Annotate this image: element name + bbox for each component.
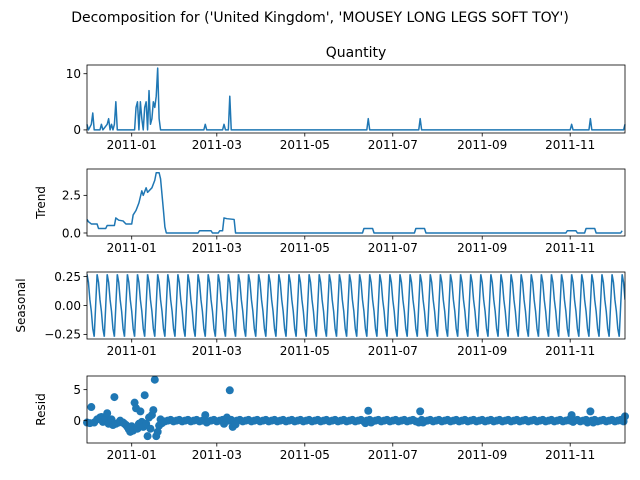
resid-point — [146, 424, 155, 433]
panel-frame-quantity — [86, 64, 626, 134]
y-tick-label: 0 — [73, 414, 81, 428]
x-tick-label: 2011-01 — [107, 344, 157, 358]
x-tick-label: 2011-11 — [545, 138, 595, 152]
panel-quantity: 2011-01 2011-03 2011-05 2011-07 2011-09 2011-… — [66, 45, 626, 152]
resid-point — [158, 419, 166, 428]
y-axis-label-seasonal: Seasonal — [14, 278, 28, 332]
x-tick-label: 2011-03 — [192, 344, 242, 358]
y-tick-label: 0 — [73, 123, 81, 137]
x-tick-label: 2011-03 — [192, 138, 242, 152]
resid-point — [225, 386, 234, 395]
resid-point — [361, 419, 370, 428]
resid-point — [87, 403, 96, 412]
resid-point — [103, 409, 112, 418]
resid-point — [589, 418, 598, 427]
y-tick-label: 0.25 — [54, 270, 81, 284]
resid-point — [150, 375, 159, 384]
seasonal-series-line — [87, 274, 625, 337]
resid-point — [110, 393, 119, 402]
x-tick-label: 2011-07 — [368, 344, 418, 358]
resid-point — [136, 407, 145, 416]
x-tick-label: 2011-11 — [545, 344, 595, 358]
resid-point — [140, 391, 149, 400]
x-tick-label: 2011-09 — [457, 344, 507, 358]
x-tick-label: 2011-03 — [192, 448, 242, 462]
x-tick-label: 2011-01 — [107, 448, 157, 462]
x-tick-label: 2011-05 — [280, 448, 330, 462]
resid-point — [364, 406, 373, 415]
x-tick-label: 2011-01 — [107, 241, 157, 255]
y-tick-label: 0.0 — [62, 226, 81, 240]
x-tick-label: 2011-05 — [280, 138, 330, 152]
x-tick-label: 2011-11 — [545, 241, 595, 255]
x-tick-label: 2011-07 — [368, 448, 418, 462]
resid-point — [153, 427, 162, 436]
x-tick-label: 2011-03 — [192, 241, 242, 255]
trend-series-line — [86, 172, 623, 234]
resid-point — [416, 407, 425, 416]
panel-resid: 2011-01 2011-03 2011-05 2011-07 2011-09 2011-… — [34, 375, 629, 462]
y-tick-label: 10 — [66, 67, 81, 81]
y-tick-label: 2.5 — [62, 189, 81, 203]
resid-point — [586, 407, 595, 416]
x-tick-label: 2011-11 — [545, 448, 595, 462]
panel-frame-trend — [86, 168, 626, 237]
resid-point — [419, 418, 428, 427]
panel-title-quantity: Quantity — [326, 45, 387, 61]
resid-point — [201, 411, 210, 420]
y-tick-label: 0.00 — [54, 299, 81, 313]
y-axis-label-trend: Trend — [34, 186, 48, 220]
resid-point — [222, 413, 231, 422]
resid-point — [231, 420, 240, 429]
resid-point — [367, 418, 376, 427]
x-tick-label: 2011-05 — [280, 241, 330, 255]
y-axis-label-resid: Resid — [34, 393, 48, 425]
resid-point — [569, 417, 578, 426]
resid-point — [567, 411, 576, 420]
y-tick-label: −0.25 — [44, 328, 81, 342]
x-tick-label: 2011-07 — [368, 241, 418, 255]
panel-frame-resid — [86, 375, 626, 444]
resid-point — [202, 418, 211, 427]
figure-suptitle: Decomposition for ('United Kingdom', 'MO… — [71, 10, 569, 26]
resid-point — [583, 418, 592, 427]
resid-point — [143, 432, 152, 441]
x-tick-label: 2011-09 — [457, 448, 507, 462]
x-tick-label: 2011-09 — [457, 138, 507, 152]
x-tick-label: 2011-01 — [107, 138, 157, 152]
panel-seasonal: 2011-01 2011-03 2011-05 2011-07 2011-09 2011-… — [14, 270, 626, 358]
x-tick-label: 2011-07 — [368, 138, 418, 152]
y-tick-label: 5 — [73, 383, 81, 397]
x-tick-label: 2011-05 — [280, 344, 330, 358]
resid-point — [149, 406, 158, 415]
resid-point — [220, 419, 229, 428]
x-tick-label: 2011-09 — [457, 241, 507, 255]
quantity-series-line — [86, 67, 626, 131]
panel-trend: 2011-01 2011-03 2011-05 2011-07 2011-09 2011-… — [34, 168, 626, 255]
